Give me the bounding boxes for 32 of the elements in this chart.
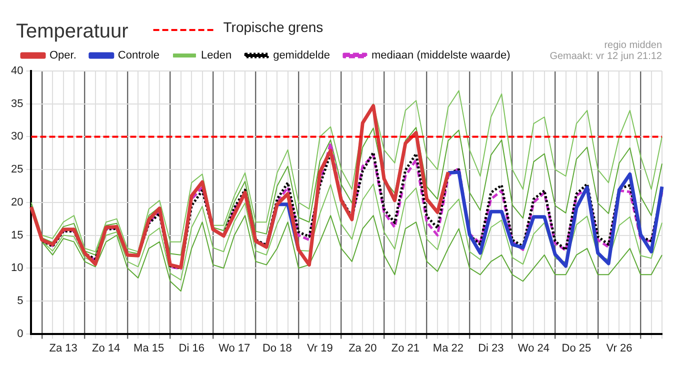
y-tick-label: 15: [10, 229, 24, 242]
legend-label: Leden: [200, 50, 232, 62]
legend-label: Tropische grens: [223, 18, 324, 35]
y-tick-label: 20: [10, 196, 24, 208]
x-tick-label: Za 13: [49, 342, 78, 354]
x-tick-label: Do 18: [262, 342, 292, 354]
x-tick-label: Zo 14: [92, 342, 120, 354]
x-tick-label: Di 23: [478, 342, 504, 354]
x-tick-label: Vr 19: [306, 342, 333, 354]
legend-label: Controle: [118, 50, 160, 62]
x-tick-label: Wo 17: [218, 342, 250, 354]
legend-label: mediaan (middelste waarde): [371, 50, 510, 62]
x-tick-label: Za 20: [348, 342, 377, 354]
y-tick-label: 5: [17, 294, 24, 307]
legend-label: gemiddelde: [273, 50, 330, 62]
x-tick-label: Di 16: [178, 342, 204, 354]
chart-title: Temperatuur: [16, 20, 129, 43]
text: regio midden: [604, 40, 662, 51]
y-tick-label: 25: [10, 164, 24, 176]
x-tick-label: Ma 15: [134, 342, 164, 354]
y-tick-label: 35: [10, 98, 24, 110]
x-tick-label: Wo 24: [518, 342, 550, 354]
x-tick-label: Zo 21: [391, 342, 420, 354]
y-tick-label: 0: [17, 328, 24, 340]
legend-label: Oper.: [50, 50, 76, 62]
x-tick-label: Vr 26: [606, 342, 632, 354]
x-tick-label: Ma 22: [432, 342, 464, 354]
text: Gemaakt: vr 12 jun 21:12: [550, 50, 662, 62]
y-tick-label: 30: [10, 130, 24, 143]
y-tick-label: 10: [10, 262, 24, 274]
x-tick-label: Do 25: [562, 342, 592, 354]
y-tick-label: 40: [10, 65, 24, 78]
